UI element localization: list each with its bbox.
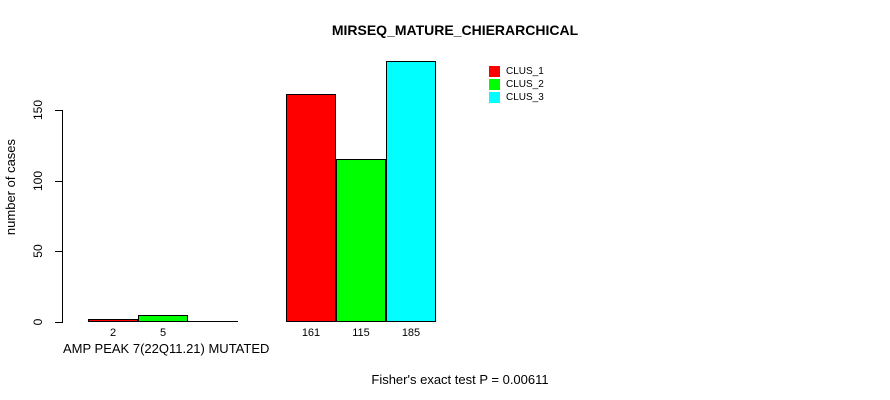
bar-value-label: 5 xyxy=(159,327,167,339)
y-axis-label: number of cases xyxy=(2,138,18,236)
y-tick-mark xyxy=(55,322,62,323)
bar-clus_2-group1 xyxy=(336,159,386,322)
bar-clus_1-group1 xyxy=(286,94,336,322)
bar-clus_1-group0 xyxy=(88,319,138,322)
y-tick-mark xyxy=(55,181,62,182)
bar-clus_3-group1 xyxy=(386,61,436,322)
legend-swatch-icon xyxy=(489,79,500,90)
legend-label: CLUS_2 xyxy=(506,79,544,90)
chart-title: MIRSEQ_MATURE_CHIERARCHICAL xyxy=(331,22,579,38)
bar-clus_3-group0 xyxy=(188,321,238,322)
bar-clus_2-group0 xyxy=(138,315,188,322)
y-tick-mark xyxy=(55,110,62,111)
y-tick-label: 50 xyxy=(31,244,45,258)
legend-item-clus_1: CLUS_1 xyxy=(489,65,544,78)
x-axis-label: AMP PEAK 7(22Q11.21) MUTATED xyxy=(63,341,270,356)
bar-value-label: 185 xyxy=(401,327,421,339)
legend: CLUS_1 CLUS_2 CLUS_3 xyxy=(489,65,544,104)
legend-item-clus_2: CLUS_2 xyxy=(489,78,544,91)
legend-swatch-icon xyxy=(489,66,500,77)
y-axis xyxy=(62,110,63,323)
legend-swatch-icon xyxy=(489,92,500,103)
bar-value-label: 115 xyxy=(352,327,370,339)
y-tick-label: 150 xyxy=(31,99,45,121)
bar-value-label: 161 xyxy=(301,327,321,339)
annotation-text: Fisher's exact test P = 0.00611 xyxy=(371,372,549,387)
y-tick-label: 100 xyxy=(31,170,45,192)
legend-item-clus_3: CLUS_3 xyxy=(489,91,544,104)
y-tick-mark xyxy=(55,251,62,252)
y-tick-label: 0 xyxy=(31,318,45,326)
bar-value-label: 2 xyxy=(109,327,117,339)
legend-label: CLUS_3 xyxy=(506,92,544,103)
legend-label: CLUS_1 xyxy=(506,66,544,77)
